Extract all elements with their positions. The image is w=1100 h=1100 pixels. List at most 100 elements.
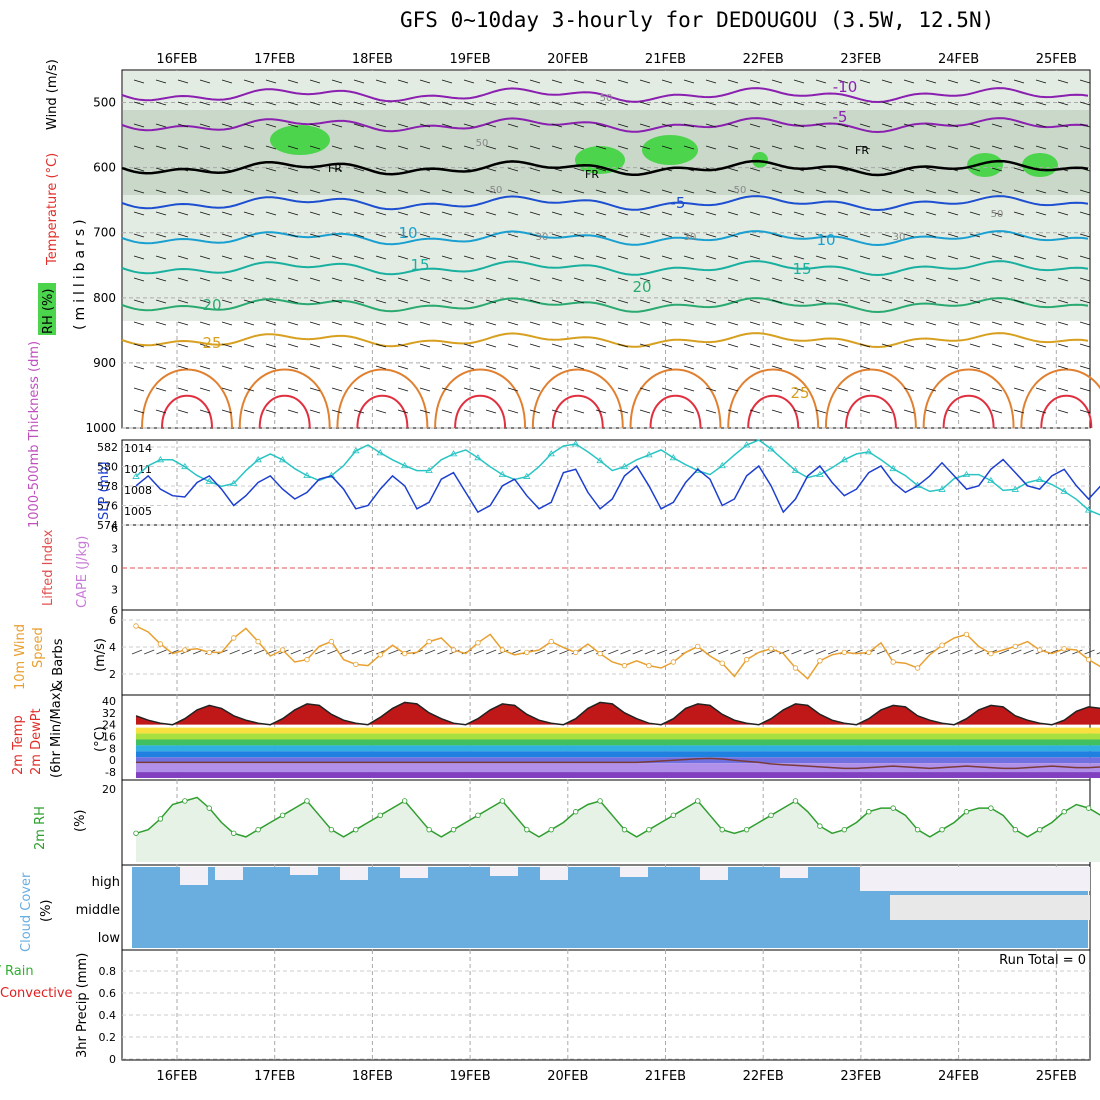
wind-barb [177, 343, 189, 348]
wind-barb [947, 79, 959, 84]
wind10-barb [547, 649, 558, 655]
wind-barb [419, 321, 431, 326]
wind-barb [639, 409, 651, 414]
wind-barb [331, 211, 343, 216]
rh2m-point [1061, 809, 1067, 815]
wind-barb [243, 79, 255, 84]
thickness-point [645, 451, 653, 458]
wind-barb [727, 409, 739, 414]
wind-barb [397, 277, 409, 282]
wind-barb [617, 277, 629, 282]
wind-barb [815, 343, 827, 348]
wind-barb [331, 101, 343, 106]
temperature-contour-label: -5 [671, 194, 686, 212]
thickness-point [352, 447, 360, 454]
wind-barb [573, 79, 585, 84]
wind-barb [771, 123, 783, 128]
wind-barb [199, 211, 211, 216]
wind-barb [463, 409, 475, 414]
date-label-bottom: 21FEB [645, 1069, 686, 1084]
precip-convective-label: Convective [0, 986, 73, 1001]
wind-barb [155, 321, 167, 326]
rh2m-title-label: 2m RH [33, 806, 48, 850]
wind-barb [595, 189, 607, 194]
wind-barb [793, 101, 805, 106]
wind10-barb [253, 649, 265, 655]
wind10-barb [388, 649, 399, 655]
wind-barb [1013, 321, 1025, 326]
wind-barb [1057, 255, 1069, 260]
wind10-line [135, 625, 1100, 680]
wind-barb [837, 409, 849, 414]
wind-barb [903, 255, 915, 260]
wind-barb [859, 189, 871, 194]
wind-barb [837, 365, 849, 370]
wind-barb [529, 211, 541, 216]
date-label-top: 22FEB [743, 52, 784, 67]
wind-barb [155, 387, 167, 392]
wind-barb [683, 277, 695, 282]
lifted-tick-label: 0 [111, 563, 118, 576]
wind-barb [683, 365, 695, 370]
wind-barb [441, 255, 453, 260]
wind-barb [573, 365, 585, 370]
wind-barb [309, 167, 321, 172]
wind-barb [925, 189, 937, 194]
wind-barb [265, 167, 277, 172]
pressure-tick-label: 500 [93, 96, 116, 110]
temperature-contour [121, 87, 1089, 104]
wind-barb [1057, 321, 1069, 326]
wind-barb [1035, 101, 1047, 106]
wind-barb [749, 101, 761, 106]
temperature-contour-label: 25 [202, 334, 221, 352]
wind-barb [441, 189, 453, 194]
wind10-barb [1096, 652, 1100, 655]
wind10-barb [131, 649, 143, 655]
wind-barb [419, 255, 431, 260]
thickness-point [1036, 475, 1044, 482]
temperature-contour-surface [1040, 394, 1093, 429]
wind-barb [595, 255, 607, 260]
wind-barb [375, 101, 387, 106]
wind-barb [155, 145, 167, 150]
thickness-point [132, 472, 140, 479]
cloud-title-label: Cloud Cover [19, 872, 34, 952]
wind-barb [441, 321, 453, 326]
wind-barb [507, 321, 519, 326]
wind-barb [727, 211, 739, 216]
wind-barb [463, 343, 475, 348]
wind-barb [265, 123, 277, 128]
wind10-point [304, 656, 310, 663]
wind10-barb [730, 649, 741, 655]
wind-barb [485, 387, 497, 392]
wind-barb [287, 365, 299, 370]
precip-title-label: 3hr Precip (mm) [75, 953, 90, 1058]
rh2m-point [450, 826, 457, 833]
date-label-bottom: 23FEB [840, 1069, 881, 1084]
wind-barb [595, 79, 607, 84]
wind-barb [925, 321, 937, 326]
wind-barb [485, 167, 497, 172]
wind-barb [705, 343, 717, 348]
wind-barb [155, 277, 167, 282]
wind10-barb [889, 649, 900, 655]
wind-barb [837, 167, 849, 172]
wind10-point [988, 650, 994, 657]
wind-barb [771, 189, 783, 194]
wind-barb [485, 343, 497, 348]
wind-barb [353, 189, 365, 194]
wind-barb [397, 343, 409, 348]
wind-barb [529, 321, 541, 326]
wind-barb [243, 123, 255, 128]
wind-barb [507, 233, 519, 238]
wind-barb [727, 189, 739, 194]
wind10-barb [791, 649, 802, 655]
wind-barb [177, 101, 189, 106]
thickness-point [474, 454, 482, 461]
wind-barb [441, 101, 453, 106]
wind10-barb [937, 649, 949, 655]
wind-barb [529, 255, 541, 260]
wind-barb [705, 321, 717, 326]
wind-barb [617, 255, 629, 260]
wind-barb [375, 299, 387, 304]
